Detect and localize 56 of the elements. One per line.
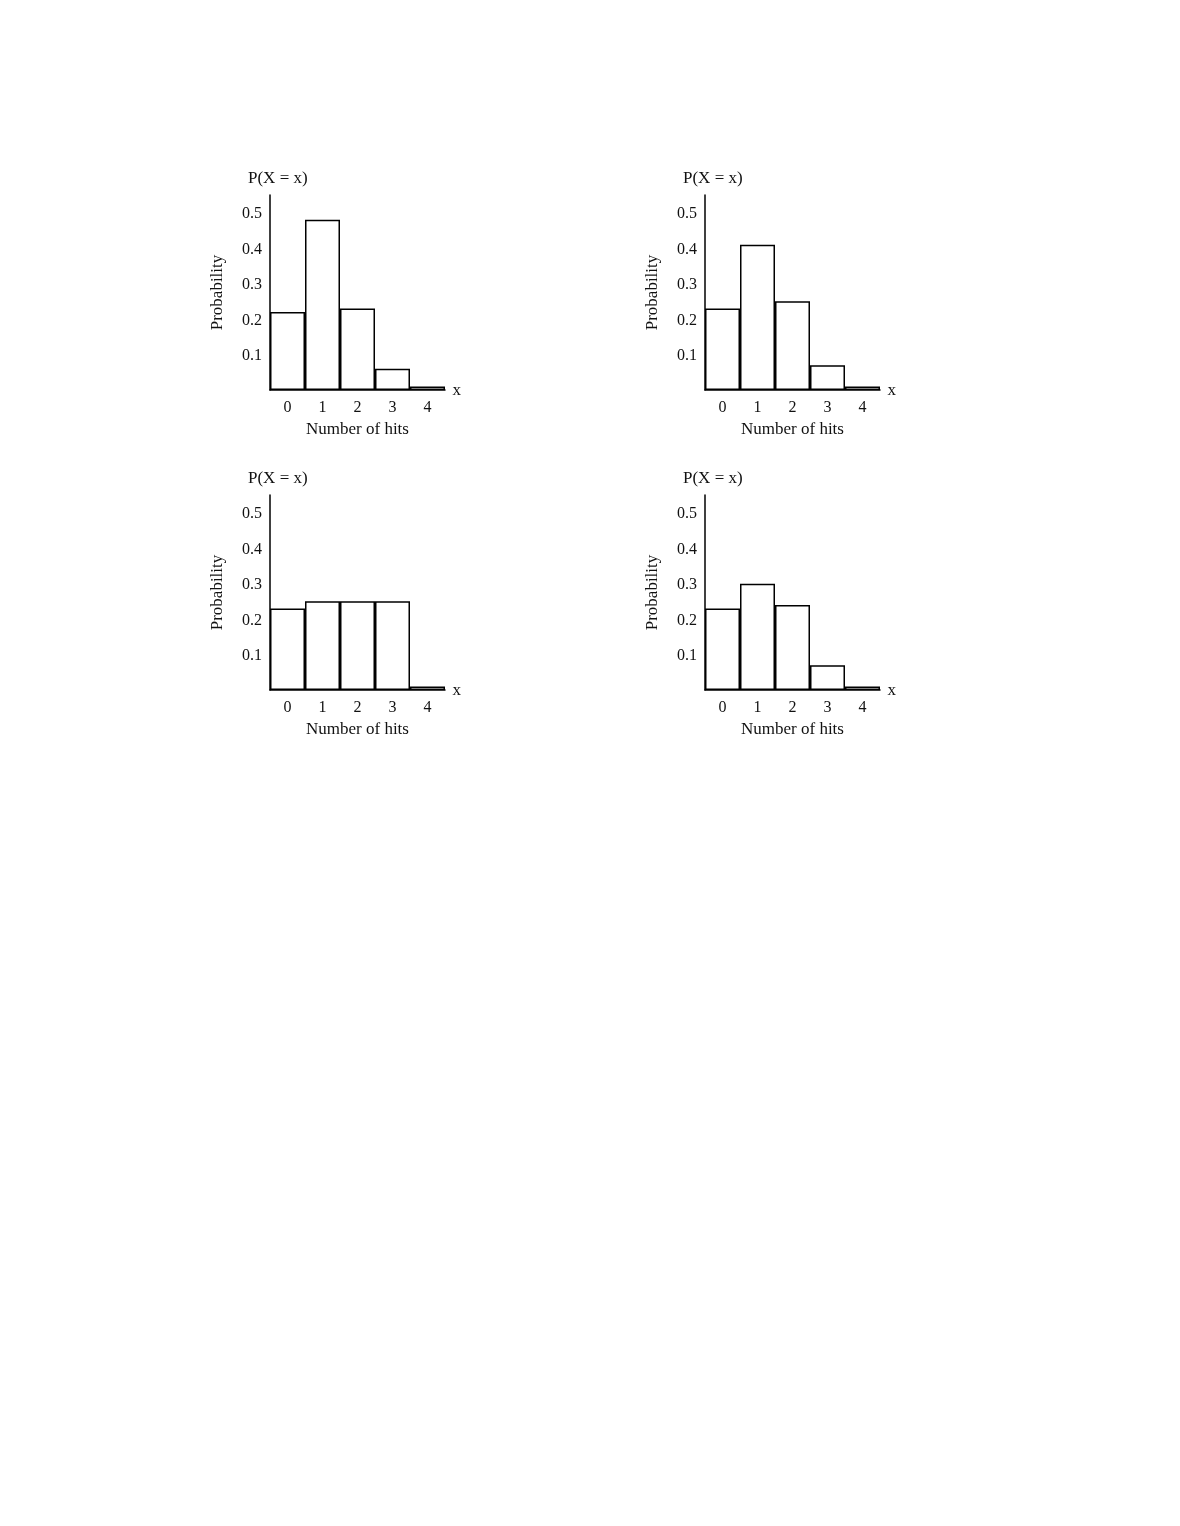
x-axis-title: Number of hits	[306, 419, 409, 438]
x-axis-title: Number of hits	[741, 419, 844, 438]
y-tick-label: 0.1	[677, 346, 697, 364]
y-axis-title: Probability	[642, 254, 661, 331]
x-tick-label: 4	[423, 697, 432, 715]
x-axis-title: Number of hits	[306, 719, 409, 738]
y-tick-label: 0.4	[677, 239, 697, 257]
x-tick-label: 0	[283, 397, 292, 415]
y-tick-label: 0.5	[677, 504, 697, 522]
y-tick-label: 0.1	[677, 646, 697, 664]
x-tick-label: 2	[353, 697, 362, 715]
x-tick-label: 1	[318, 697, 327, 715]
chart-title: P(X = x)	[683, 468, 743, 487]
y-tick-label: 0.4	[677, 539, 697, 557]
text: x	[887, 680, 897, 699]
x-tick-label: 3	[388, 697, 397, 715]
y-axis-title: Probability	[207, 254, 226, 331]
chart-title: P(X = x)	[683, 168, 743, 187]
y-axis-title: Probability	[642, 554, 661, 631]
y-tick-label: 0.3	[677, 275, 697, 293]
y-tick-label: 0.2	[677, 610, 697, 628]
x-tick-label: 0	[283, 697, 292, 715]
y-tick-label: 0.5	[677, 204, 697, 222]
chart-title: P(X = x)	[248, 168, 308, 187]
x-tick-label: 1	[318, 397, 327, 415]
y-tick-label: 0.2	[677, 310, 697, 328]
y-tick-label: 0.1	[242, 646, 262, 664]
text: x	[452, 380, 462, 399]
y-tick-label: 0.2	[242, 310, 262, 328]
x-tick-label: 3	[823, 697, 832, 715]
x-tick-label: 0	[718, 697, 727, 715]
x-tick-label: 4	[858, 397, 867, 415]
y-tick-label: 0.3	[677, 575, 697, 593]
y-tick-label: 0.4	[242, 239, 262, 257]
x-tick-label: 4	[858, 697, 867, 715]
x-axis-title: Number of hits	[741, 719, 844, 738]
x-tick-label: 0	[718, 397, 727, 415]
y-tick-label: 0.5	[242, 204, 262, 222]
x-tick-label: 1	[753, 697, 762, 715]
x-tick-label: 1	[753, 397, 762, 415]
y-axis-title: Probability	[207, 554, 226, 631]
y-tick-label: 0.5	[242, 504, 262, 522]
text: x	[452, 680, 462, 699]
x-tick-label: 2	[788, 397, 797, 415]
x-tick-label: 3	[823, 397, 832, 415]
chart-title: P(X = x)	[248, 468, 308, 487]
y-tick-label: 0.4	[242, 539, 262, 557]
y-tick-label: 0.1	[242, 346, 262, 364]
x-tick-label: 2	[788, 697, 797, 715]
x-tick-label: 4	[423, 397, 432, 415]
text: x	[887, 380, 897, 399]
x-tick-label: 2	[353, 397, 362, 415]
y-tick-label: 0.3	[242, 275, 262, 293]
y-tick-label: 0.3	[242, 575, 262, 593]
x-tick-label: 3	[388, 397, 397, 415]
y-tick-label: 0.2	[242, 610, 262, 628]
